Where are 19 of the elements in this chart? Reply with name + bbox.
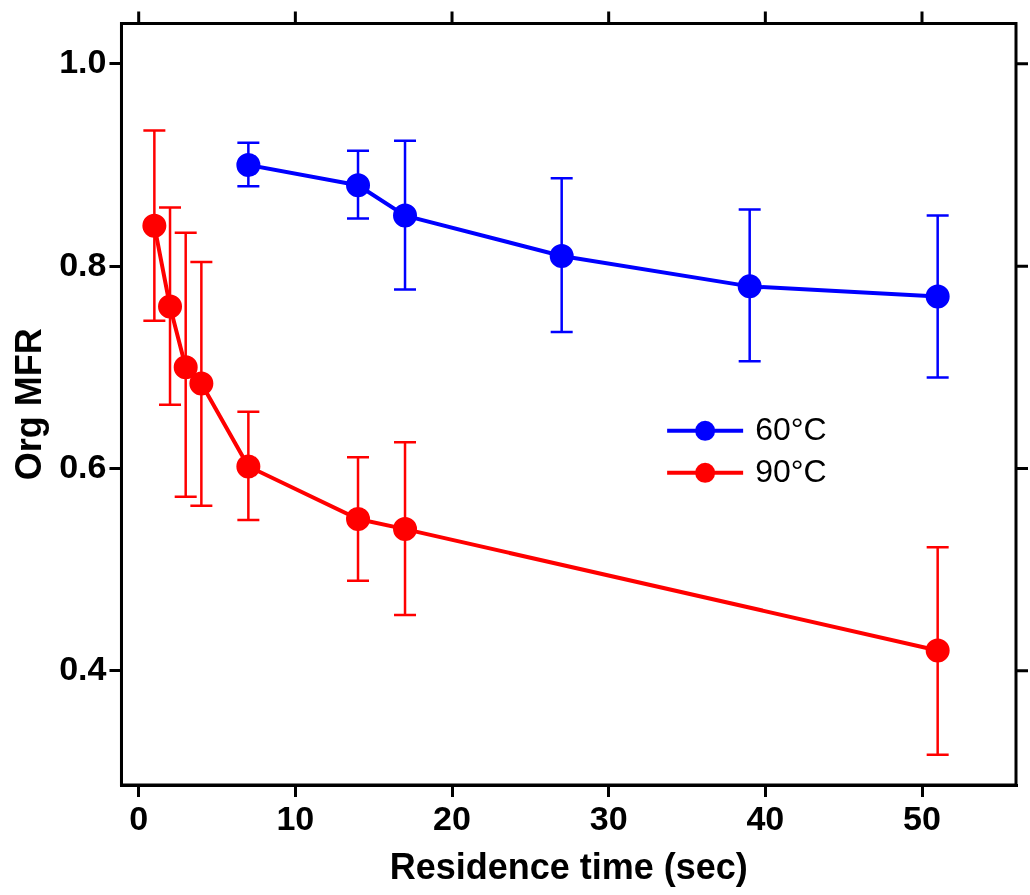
point <box>346 507 371 531</box>
x-tick-label: 20 <box>433 798 471 837</box>
legend-label: 60°C <box>755 410 827 447</box>
y-tick-label: 1.0 <box>59 42 107 81</box>
y-tick-label: 0.6 <box>59 446 107 485</box>
x-tick-label: 0 <box>129 798 149 837</box>
y-tick-label: 0.4 <box>59 649 107 688</box>
legend-label: 90°C <box>755 452 827 489</box>
x-tick-label: 10 <box>276 798 315 837</box>
x-axis-title: Residence time (sec) <box>389 846 748 888</box>
y-axis-title: Org MFR <box>7 328 49 481</box>
point <box>346 173 371 198</box>
y-tick-label: 0.8 <box>59 244 107 283</box>
point <box>393 517 418 542</box>
x-tick-label: 40 <box>746 798 785 837</box>
point <box>393 203 418 228</box>
point <box>158 294 183 319</box>
x-tick-label: 50 <box>903 798 941 837</box>
x-tick-label: 30 <box>589 798 628 837</box>
